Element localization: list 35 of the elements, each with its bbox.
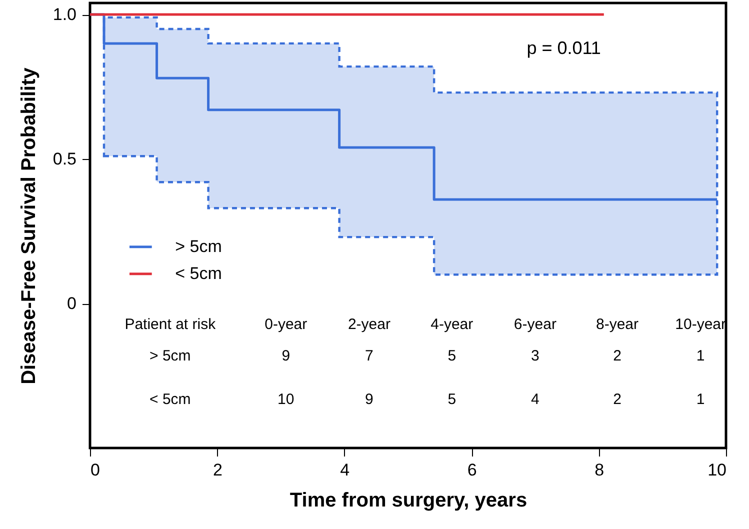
annotation: 7 bbox=[365, 347, 374, 364]
annotation: 1 bbox=[696, 347, 705, 364]
legend-label: < 5cm bbox=[175, 264, 222, 283]
annotation: 0-year bbox=[264, 316, 308, 333]
annotation: 9 bbox=[282, 347, 290, 364]
y-tick-label: 1.0 bbox=[52, 5, 76, 24]
annotation: 10 bbox=[278, 391, 294, 408]
y-axis-title: Disease-Free Survival Probability bbox=[18, 66, 40, 384]
annotation: 8-year bbox=[596, 316, 639, 333]
x-tick-label: 8 bbox=[594, 460, 604, 480]
annotation: Patient at risk bbox=[124, 316, 216, 333]
x-tick-label: 4 bbox=[340, 460, 350, 480]
annotation: 4-year bbox=[430, 316, 474, 333]
y-tick-label: 0.5 bbox=[52, 150, 76, 169]
annotation: 9 bbox=[365, 391, 374, 408]
annotation: 2 bbox=[613, 391, 622, 408]
annotation: 4 bbox=[531, 391, 540, 408]
annotation: 5 bbox=[448, 391, 456, 408]
annotation: 2 bbox=[613, 347, 622, 364]
annotation: p = 0.011 bbox=[526, 38, 601, 58]
annotation: 1 bbox=[696, 391, 705, 408]
x-axis-title: Time from surgery, years bbox=[290, 490, 528, 512]
annotation: < 5cm bbox=[150, 391, 191, 408]
annotation: 10-year bbox=[675, 316, 726, 333]
annotation: 5 bbox=[448, 347, 456, 364]
x-tick-label: 0 bbox=[90, 460, 100, 480]
legend-label: > 5cm bbox=[175, 236, 222, 256]
annotation: 6-year bbox=[514, 316, 556, 333]
x-tick-label: 2 bbox=[212, 460, 222, 480]
annotation: 2-year bbox=[348, 316, 390, 333]
x-tick-label: 6 bbox=[467, 460, 477, 480]
annotation: > 5cm bbox=[150, 347, 191, 364]
x-tick-label: 10 bbox=[708, 460, 726, 480]
annotation: 3 bbox=[531, 347, 540, 364]
y-tick-label: 0 bbox=[67, 294, 76, 314]
